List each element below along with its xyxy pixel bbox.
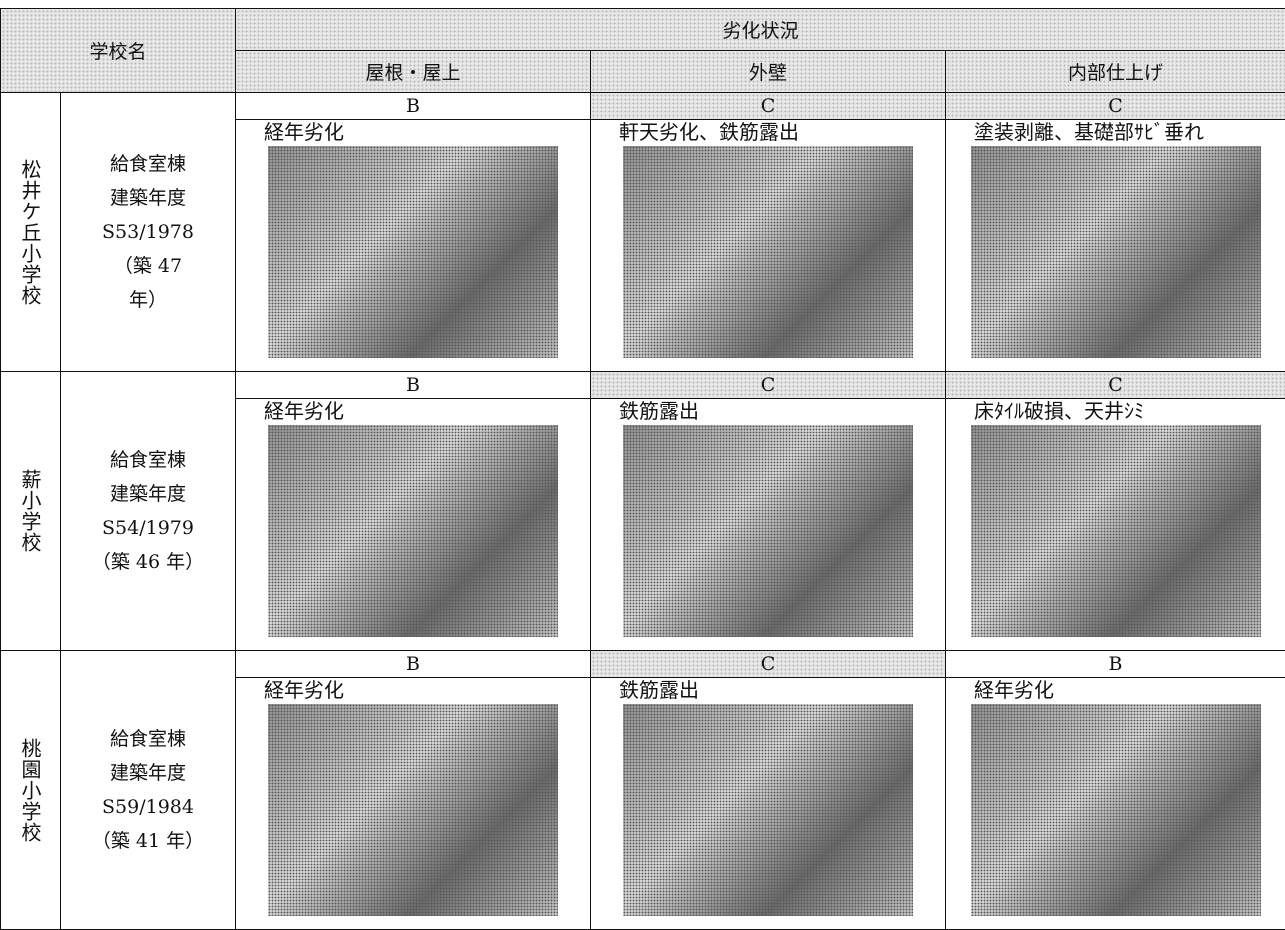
building-line: 年） [61, 283, 235, 317]
school-name: 松井ケ丘小学校 [16, 159, 45, 306]
school-name-cell: 松井ケ丘小学校 [1, 93, 61, 372]
school-name-cell: 桃園小学校 [1, 651, 61, 930]
building-line: （築 46 年） [61, 545, 235, 579]
photo-cell: 塗装剥離、基礎部ｻﾋﾞ垂れ [946, 120, 1285, 372]
grade: C [946, 93, 1285, 120]
photo-note: 鉄筋露出 [591, 399, 945, 423]
photo [268, 425, 558, 637]
photo-cell: 経年劣化 [236, 399, 591, 651]
school-name-cell: 薪小学校 [1, 372, 61, 651]
photo-note: 塗装剥離、基礎部ｻﾋﾞ垂れ [946, 120, 1285, 144]
building-line: S54/1979 [61, 511, 235, 545]
photo-cell: 鉄筋露出 [591, 399, 946, 651]
photo-note: 経年劣化 [236, 120, 590, 144]
photo [623, 425, 913, 637]
header-row: 学校名 劣化状況 [1, 9, 1285, 51]
building-line: 給食室棟 [61, 722, 235, 756]
grade: B [236, 93, 591, 120]
column-header: 屋根・屋上 [236, 51, 591, 93]
building-line: （築 41 年） [61, 824, 235, 858]
photo-note: 床ﾀｲﾙ破損、天井ｼﾐ [946, 399, 1285, 423]
photo-note: 経年劣化 [236, 678, 590, 702]
photo [623, 146, 913, 358]
grade: C [946, 372, 1285, 399]
building-line: 給食室棟 [61, 147, 235, 181]
grade: C [591, 93, 946, 120]
grade: C [591, 651, 946, 678]
photo-cell: 鉄筋露出 [591, 678, 946, 930]
school-name-header: 学校名 [1, 9, 236, 93]
building-line: S59/1984 [61, 790, 235, 824]
building-line: 建築年度 [61, 181, 235, 215]
column-header: 外壁 [591, 51, 946, 93]
photo [971, 146, 1261, 358]
building-line: S53/1978 [61, 215, 235, 249]
photo [971, 704, 1261, 916]
photo-note: 経年劣化 [946, 678, 1285, 702]
column-header: 内部仕上げ [946, 51, 1285, 93]
grade: B [946, 651, 1285, 678]
photo-cell: 床ﾀｲﾙ破損、天井ｼﾐ [946, 399, 1285, 651]
grade: B [236, 372, 591, 399]
photo-cell: 経年劣化 [236, 678, 591, 930]
deterioration-header: 劣化状況 [236, 9, 1285, 51]
building-line: 給食室棟 [61, 443, 235, 477]
photo [971, 425, 1261, 637]
photo-cell: 軒天劣化、鉄筋露出 [591, 120, 946, 372]
photo-cell: 経年劣化 [236, 120, 591, 372]
grade: C [591, 372, 946, 399]
grade: B [236, 651, 591, 678]
photo-note: 経年劣化 [236, 399, 590, 423]
building-line: 建築年度 [61, 477, 235, 511]
school-name: 桃園小学校 [16, 738, 45, 843]
photo [268, 704, 558, 916]
photo [268, 146, 558, 358]
photo [623, 704, 913, 916]
building-line: （築 47 [61, 249, 235, 283]
photo-note: 鉄筋露出 [591, 678, 945, 702]
photo-note: 軒天劣化、鉄筋露出 [591, 120, 945, 144]
school-name: 薪小学校 [16, 469, 45, 553]
photo-cell: 経年劣化 [946, 678, 1285, 930]
building-line: 建築年度 [61, 756, 235, 790]
